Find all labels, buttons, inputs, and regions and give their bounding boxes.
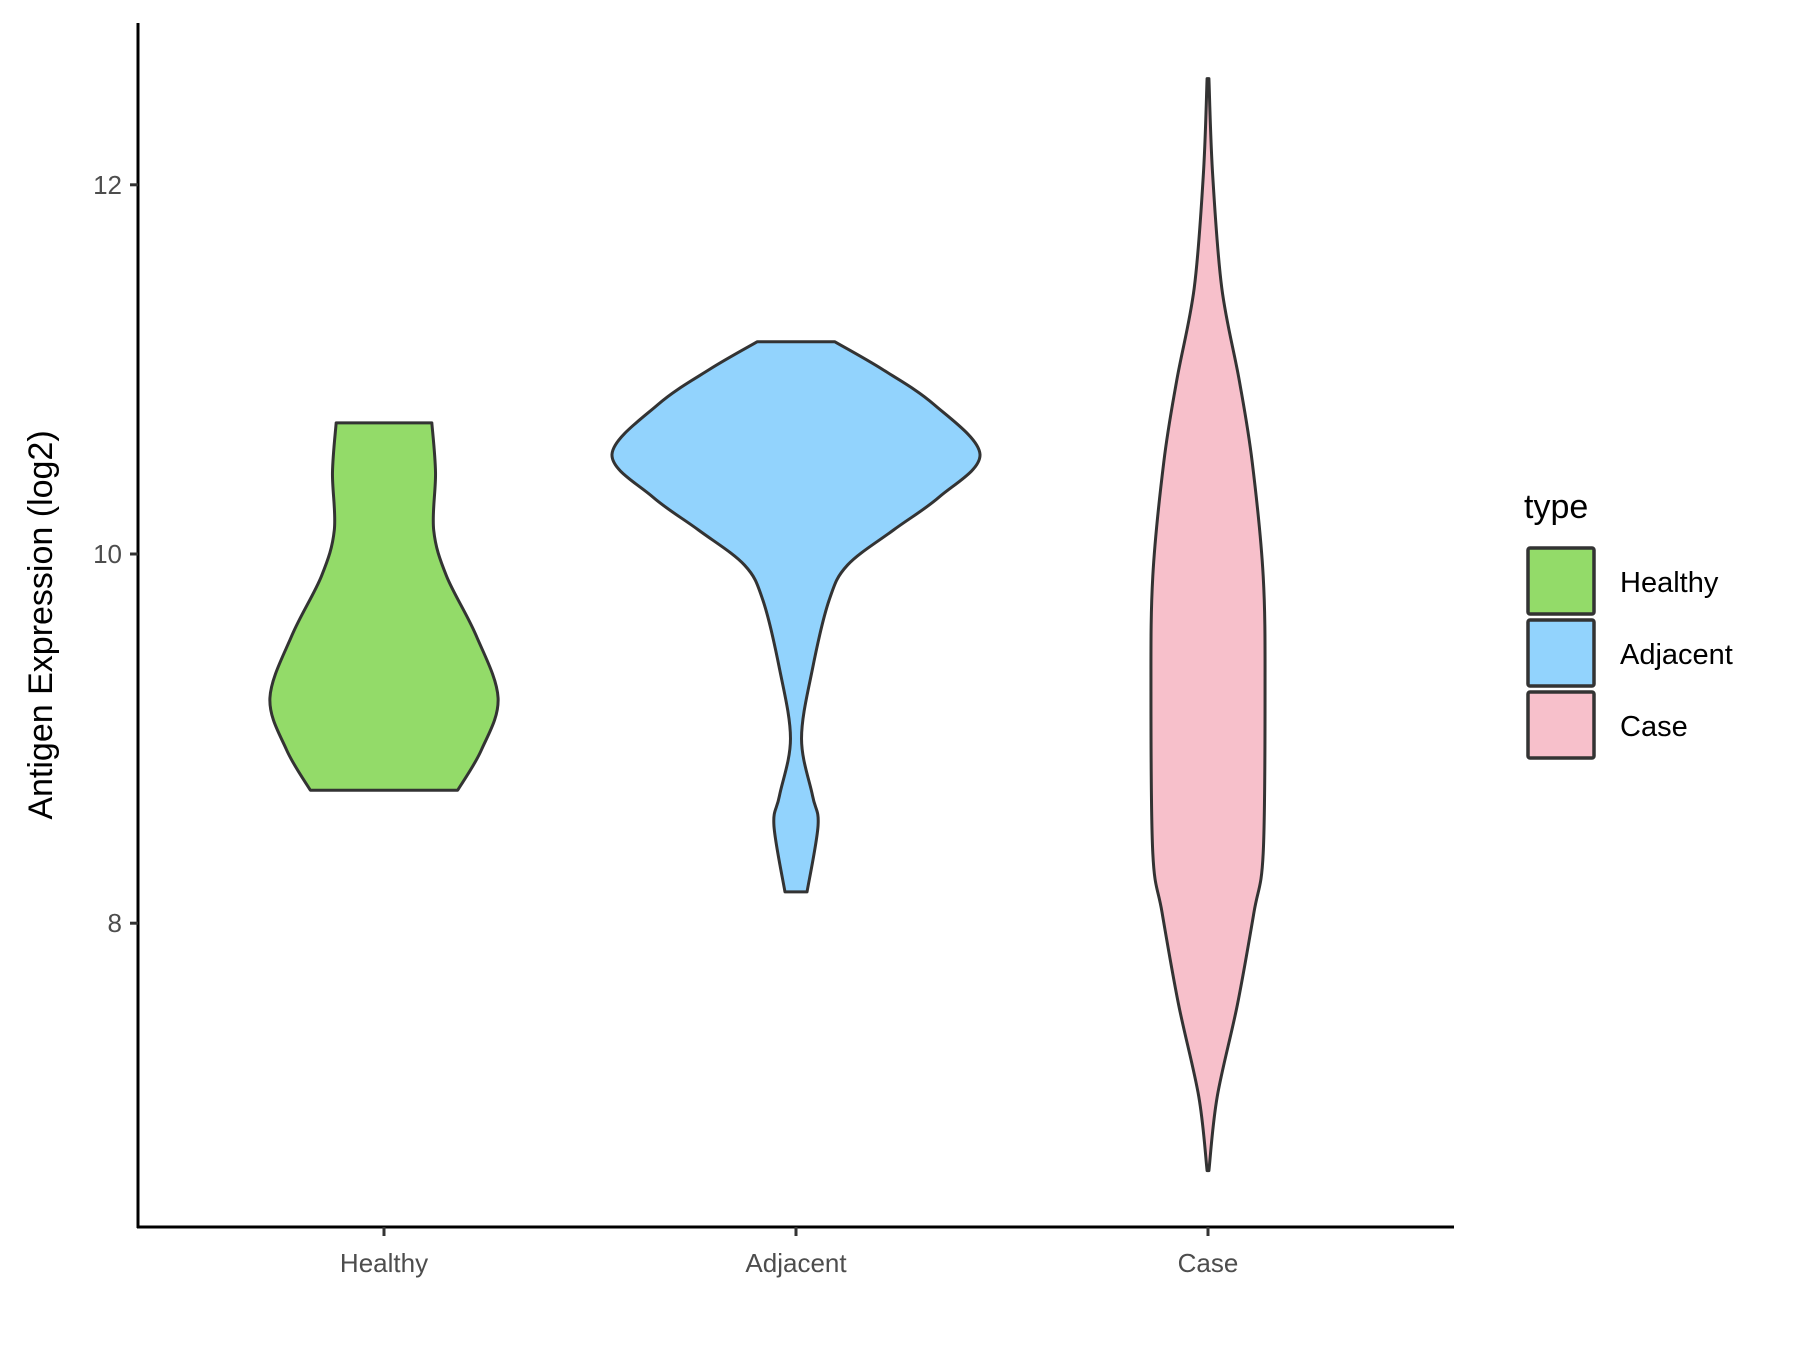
violin-healthy: [268, 421, 500, 792]
y-tick-label: 10: [93, 539, 122, 569]
legend-title: type: [1524, 488, 1588, 526]
y-tick-label: 12: [93, 170, 122, 200]
violin-case: [1149, 77, 1267, 1173]
x-tick-label: Case: [1178, 1248, 1239, 1278]
legend-label: Case: [1620, 711, 1688, 743]
violins: [268, 77, 1267, 1173]
x-ticks: Healthy Adjacent Case: [340, 1227, 1238, 1278]
legend: type Healthy Adjacent Case: [1524, 488, 1733, 760]
legend-swatch-adjacent: [1526, 618, 1596, 688]
y-tick-label: 8: [108, 908, 122, 938]
x-tick-label: Healthy: [340, 1248, 428, 1278]
y-ticks: 8 10 12: [93, 170, 138, 938]
violin-adjacent: [610, 340, 982, 894]
legend-label: Healthy: [1620, 567, 1719, 599]
legend-swatch-case: [1526, 690, 1596, 760]
legend-label: Adjacent: [1620, 639, 1733, 671]
legend-swatch-healthy: [1526, 546, 1596, 616]
y-axis-title: Antigen Expression (log2): [22, 430, 60, 819]
x-tick-label: Adjacent: [745, 1248, 847, 1278]
